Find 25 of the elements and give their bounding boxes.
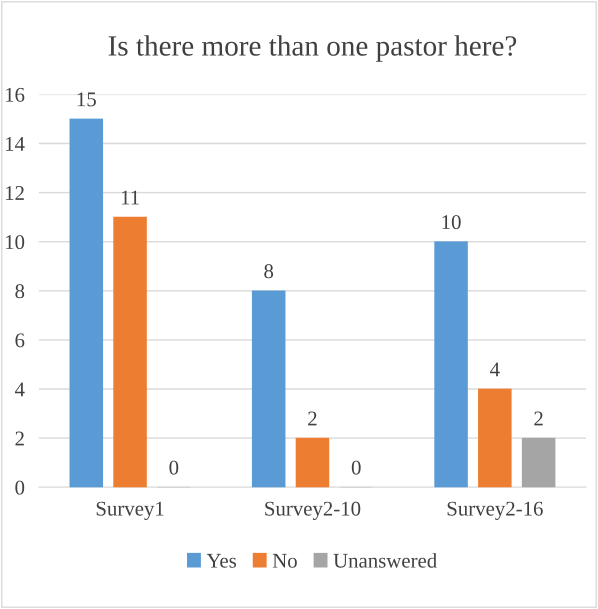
data-label: 8 — [264, 264, 274, 278]
y-tick-label: 6 — [15, 333, 24, 348]
y-tick-label: 4 — [14, 382, 25, 396]
y-tick-label: 10 — [6, 235, 24, 250]
chart-title: Is there more than one pastor here? — [108, 35, 516, 62]
data-label: 4 — [490, 362, 500, 376]
y-tick-label: 14 — [6, 136, 25, 151]
y-tick-label: 0 — [15, 480, 24, 495]
x-tick-label: Survey2-10 — [265, 502, 360, 520]
data-label: 11 — [122, 190, 139, 204]
data-label: 15 — [78, 92, 96, 106]
y-tick-label: 2 — [15, 432, 24, 446]
data-label: 2 — [308, 412, 317, 426]
x-tick-label: Survey1 — [96, 502, 164, 520]
y-tick-label: 16 — [6, 88, 24, 102]
data-label: 2 — [534, 412, 543, 426]
legend-label: No — [272, 554, 297, 568]
data-label: 0 — [352, 460, 361, 475]
x-tick-label: Survey2-16 — [448, 502, 543, 520]
data-label: 0 — [169, 460, 178, 475]
legend-label: Yes — [206, 554, 236, 568]
y-tick-label: 12 — [6, 186, 24, 200]
y-tick-label: 8 — [15, 284, 24, 298]
legend-label: Unanswered — [334, 553, 437, 568]
data-label: 10 — [442, 215, 461, 230]
